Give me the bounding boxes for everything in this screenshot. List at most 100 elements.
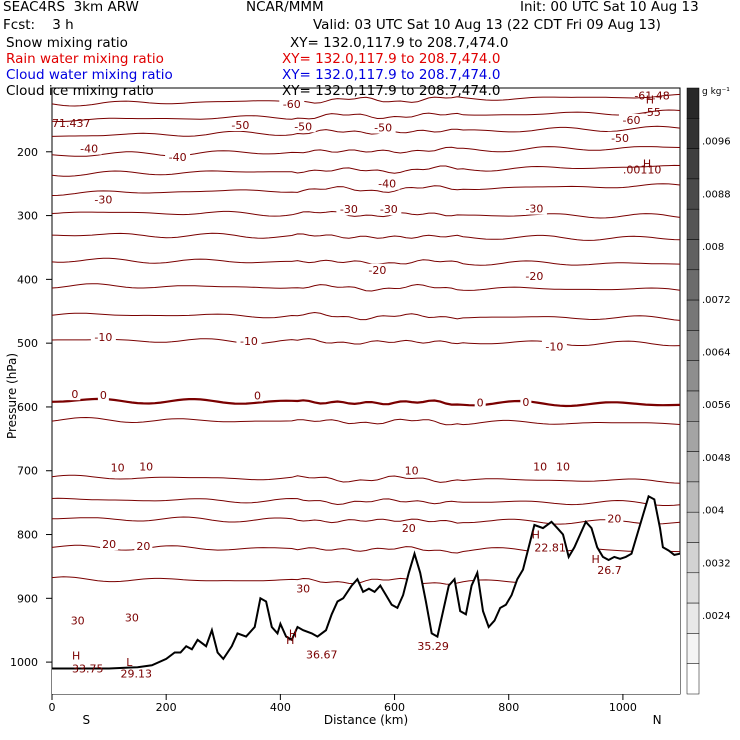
x-tick-label: 400 bbox=[270, 701, 291, 714]
contour-label-bg bbox=[364, 263, 390, 276]
contour-label: 20 bbox=[402, 522, 416, 535]
colorbar-swatch bbox=[686, 208, 700, 240]
contour-label-bg bbox=[279, 97, 305, 110]
colorbar-swatch bbox=[686, 542, 700, 574]
x-axis-label: Distance (km) bbox=[324, 713, 408, 727]
field-xy-range: XY= 132.0,117.9 to 208.7,474.0 bbox=[282, 83, 501, 99]
contour-label-bg bbox=[336, 203, 362, 216]
isotherm-line bbox=[51, 164, 681, 177]
contour-label: 10 bbox=[139, 460, 153, 473]
contour-label-bg bbox=[374, 177, 400, 190]
colorbar-units: g kg⁻¹ bbox=[702, 87, 730, 97]
isotherm-line bbox=[51, 125, 681, 137]
isotherm-line bbox=[51, 210, 681, 219]
contour-label-bg bbox=[100, 538, 119, 551]
colorbar-swatch bbox=[686, 481, 700, 513]
colorbar-tick-label: .0024 bbox=[702, 611, 731, 622]
colorbar-swatch bbox=[686, 269, 700, 301]
isotherm-line bbox=[51, 146, 681, 157]
colorbar-swatch bbox=[686, 330, 700, 361]
field-label: Cloud water mixing ratio bbox=[6, 67, 173, 83]
contour-label: 0 bbox=[254, 389, 261, 402]
isotherm-line bbox=[51, 109, 681, 122]
colorbar-swatch bbox=[686, 299, 700, 331]
contour-label-bg bbox=[290, 120, 316, 133]
y-tick-label: 1000 bbox=[10, 656, 38, 669]
contour-label: 30 bbox=[296, 583, 310, 596]
y-tick-label: 300 bbox=[17, 210, 38, 223]
contour-label: -10 bbox=[94, 331, 112, 344]
extremum-label: 22.81 bbox=[534, 541, 566, 554]
contour-label: -60 bbox=[622, 114, 640, 127]
contour-label: -50 bbox=[231, 119, 249, 132]
colorbar-tick-label: .0032 bbox=[702, 558, 731, 569]
extremum-label: -61.48 bbox=[634, 90, 669, 103]
contour-label: 0 bbox=[71, 388, 78, 401]
x-tick-label: 800 bbox=[498, 701, 519, 714]
field-xy-range: XY= 132.0,117.9 to 208.7,474.0 bbox=[282, 51, 501, 67]
contour-label-bg bbox=[227, 118, 253, 131]
isotherm-line bbox=[51, 397, 681, 408]
contour-label: 10 bbox=[556, 460, 570, 473]
south-label: S bbox=[82, 713, 90, 727]
colorbar-swatch bbox=[686, 572, 700, 604]
terrain-fill bbox=[52, 496, 680, 694]
x-tick-label: 200 bbox=[156, 701, 177, 714]
extremum-label: 35.29 bbox=[417, 640, 449, 653]
contour-label-bg bbox=[76, 142, 102, 155]
colorbar-tick-label: .0064 bbox=[702, 347, 731, 358]
colorbar-swatch bbox=[686, 390, 700, 422]
field-label: Cloud ice mixing ratio bbox=[6, 83, 154, 99]
contour-label: -50 bbox=[374, 122, 392, 135]
contour-label-bg bbox=[376, 203, 402, 216]
contour-label-bg bbox=[399, 522, 418, 535]
contour-label: 0 bbox=[100, 389, 107, 402]
extremum-label: H bbox=[532, 529, 540, 542]
contour-label-bg bbox=[252, 389, 264, 402]
contour-label: 20 bbox=[102, 538, 116, 551]
extremum-label: 29.13 bbox=[121, 668, 153, 681]
extremum-label: 33.75 bbox=[72, 662, 104, 675]
valid-time: Valid: 03 UTC Sat 10 Aug 13 (22 CDT Fri … bbox=[313, 17, 661, 33]
extremum-label: .00110 bbox=[623, 164, 662, 177]
colorbar-swatch bbox=[686, 239, 700, 271]
contour-label-bg bbox=[402, 464, 421, 477]
contour-label: 10 bbox=[111, 462, 125, 475]
extremum-label: -55 bbox=[643, 106, 661, 119]
isotherm-line bbox=[51, 283, 681, 292]
isotherm-line bbox=[51, 257, 681, 266]
isotherm-line bbox=[51, 232, 681, 241]
isotherm-line bbox=[52, 516, 681, 525]
x-tick-label: 600 bbox=[384, 701, 405, 714]
contour-label: -10 bbox=[545, 340, 563, 353]
colorbar-tick-label: .004 bbox=[702, 506, 724, 517]
colorbar-swatch bbox=[686, 663, 700, 695]
extremum-label: 26.7 bbox=[597, 564, 622, 577]
y-tick-label: 200 bbox=[17, 146, 38, 159]
extremum-label: 36.67 bbox=[306, 648, 338, 661]
extremum-label: H bbox=[286, 634, 294, 647]
contour-label: 0 bbox=[522, 396, 529, 409]
isotherm-line bbox=[51, 93, 681, 107]
isotherm-line bbox=[51, 416, 681, 426]
colorbar-tick-label: .0056 bbox=[702, 400, 731, 411]
contour-label-bg bbox=[134, 540, 153, 553]
y-tick-label: 700 bbox=[17, 465, 38, 478]
isotherm-line bbox=[51, 338, 681, 347]
contour-label-bg bbox=[521, 202, 547, 215]
y-tick-label: 400 bbox=[17, 273, 38, 286]
contour-label-bg bbox=[607, 131, 633, 144]
contour-label: 10 bbox=[405, 465, 419, 478]
field-xy-range: XY= 132.0,117.9 to 208.7,474.0 bbox=[282, 67, 501, 83]
contour-label-bg bbox=[90, 330, 116, 343]
forecast-hour: Fcst: 3 h bbox=[3, 17, 74, 33]
contour-label: -40 bbox=[378, 178, 396, 191]
colorbar-swatch bbox=[686, 178, 700, 210]
center-title: NCAR/MMM bbox=[246, 0, 324, 15]
contour-label-bg bbox=[165, 150, 191, 163]
x-tick-label: 0 bbox=[49, 701, 56, 714]
contour-label-bg bbox=[553, 460, 572, 473]
y-tick-label: 500 bbox=[17, 337, 38, 350]
colorbar-swatch bbox=[686, 633, 700, 664]
